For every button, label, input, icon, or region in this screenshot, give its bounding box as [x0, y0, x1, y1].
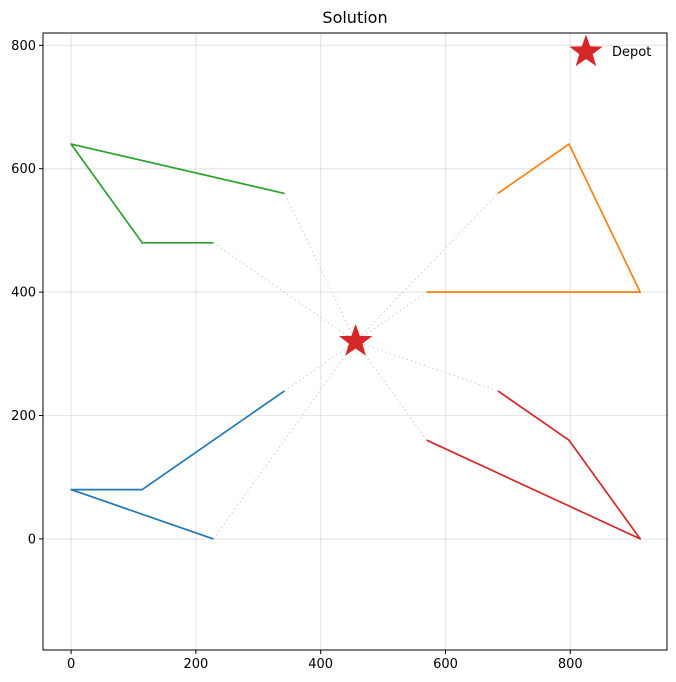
x-tick-label: 200: [183, 657, 208, 672]
route-2-line: [426, 143, 642, 293]
depot-connector: [212, 341, 357, 540]
x-tick-label: 0: [67, 657, 75, 672]
depot-connector: [284, 341, 356, 392]
legend-marker-depot: [569, 34, 603, 67]
x-tick-label: 800: [558, 657, 583, 672]
plot-frame: [42, 32, 668, 651]
legend-label-depot: Depot: [612, 45, 651, 60]
y-tick-label: 0: [28, 532, 36, 547]
x-tick-label: 400: [308, 657, 333, 672]
depot-marker: [338, 324, 373, 356]
route-4-line: [426, 390, 642, 540]
y-tick-label: 400: [11, 286, 36, 301]
y-tick-label: 200: [11, 409, 36, 424]
chart-title: Solution: [322, 8, 387, 27]
x-tick-label: 600: [433, 657, 458, 672]
y-tick-label: 800: [11, 39, 36, 54]
routes: [70, 143, 642, 540]
depot-connectors: [212, 193, 499, 540]
y-tick-label: 600: [11, 162, 36, 177]
grid: [43, 33, 667, 650]
route-1-line: [70, 390, 285, 540]
depot-connector: [213, 242, 356, 342]
depot-connector: [355, 193, 499, 342]
depot-connector: [284, 193, 357, 342]
legend: Depot: [569, 34, 651, 67]
depot-connector: [355, 291, 428, 342]
axis-ticks: 0 200 400 600 800 0 200 400 600 800: [11, 39, 583, 672]
depot-layer: [338, 324, 373, 356]
route-3-line: [70, 143, 285, 244]
